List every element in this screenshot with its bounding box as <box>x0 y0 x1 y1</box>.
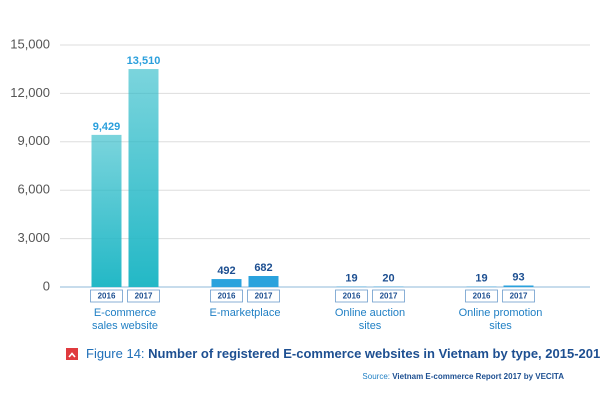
year-box <box>372 289 405 303</box>
year-label: 2017 <box>380 292 398 301</box>
year-box <box>210 289 243 303</box>
bar <box>211 279 242 287</box>
y-tick-label: 12,000 <box>10 85 50 100</box>
source: Source: Vietnam E-commerce Report 2017 b… <box>362 372 564 381</box>
bar <box>128 69 159 287</box>
y-tick-label: 0 <box>43 278 50 293</box>
year-box <box>90 289 123 303</box>
bar <box>248 275 279 287</box>
x-tick-label: E-commerce sales website <box>91 307 159 332</box>
year-label: 2017 <box>255 292 273 301</box>
year-box <box>335 289 368 303</box>
figure-icon <box>66 348 78 360</box>
y-tick-label: 3,000 <box>17 230 50 245</box>
value-label: 20 <box>382 273 394 285</box>
year-box <box>502 289 535 303</box>
year-box <box>127 289 160 303</box>
year-label: 2017 <box>135 292 153 301</box>
value-label: 19 <box>475 273 487 285</box>
bar <box>91 134 122 287</box>
year-label: 2016 <box>473 292 491 301</box>
x-tick-label: Online auction sites <box>334 307 406 332</box>
year-label: 2016 <box>98 292 116 301</box>
bar <box>503 285 534 287</box>
x-tick-label: E-marketplace <box>209 307 281 319</box>
year-label: 2016 <box>343 292 361 301</box>
source-text: Vietnam E-commerce Report 2017 by VECITA <box>392 372 564 381</box>
year-label: 2016 <box>218 292 236 301</box>
value-label: 682 <box>254 262 272 274</box>
value-label: 492 <box>217 265 235 277</box>
y-tick-label: 15,000 <box>10 36 50 51</box>
year-label: 2017 <box>510 292 528 301</box>
source-label: Source: <box>362 372 390 381</box>
x-tick-label: Online promotion sites <box>458 307 543 332</box>
caption: Figure 14: Number of registered E-commer… <box>86 346 600 361</box>
y-tick-label: 9,000 <box>17 133 50 148</box>
value-label: 19 <box>345 273 357 285</box>
y-tick-label: 6,000 <box>17 182 50 197</box>
value-label: 13,510 <box>127 55 161 67</box>
year-box <box>247 289 280 303</box>
value-label: 9,429 <box>93 121 121 133</box>
value-label: 93 <box>512 271 524 283</box>
year-box <box>465 289 498 303</box>
chart-title: Number of registered E-commerce websites… <box>148 346 600 361</box>
figure-label: Figure 14: <box>86 346 145 361</box>
